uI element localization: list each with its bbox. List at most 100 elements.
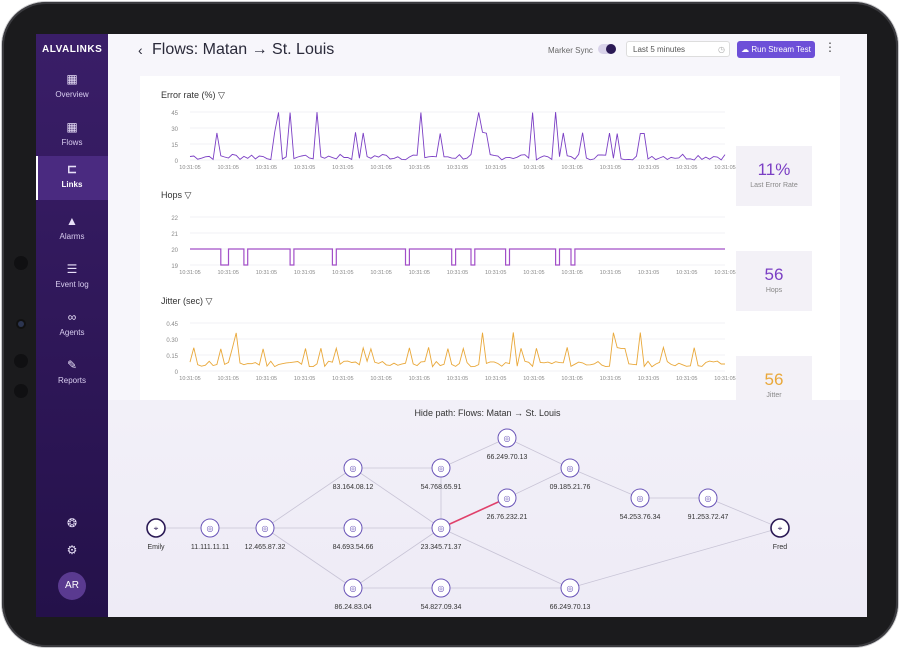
location-pin-icon: ⌖ — [778, 524, 783, 533]
nav-item-alarms[interactable]: ▲ Alarms — [36, 208, 108, 252]
filter-icon[interactable]: ▽ — [184, 190, 192, 200]
app-screen: ALVALINKS ▦ Overview ▦ Flows ⊏ Links ▲ Alarm… — [36, 34, 867, 617]
x-tick-label: 10:31:05 — [218, 270, 239, 276]
link-edge[interactable] — [440, 437, 508, 469]
router-icon: ◎ — [350, 524, 357, 533]
link-edge[interactable] — [264, 467, 354, 529]
link-edge[interactable] — [440, 527, 571, 589]
router-icon: ◎ — [637, 494, 644, 503]
hop-node[interactable] — [497, 488, 517, 508]
path-panel: Hide path: Flows: Matan → St. Louis ⌖ Emi… — [108, 400, 867, 617]
hop-node[interactable] — [343, 458, 363, 478]
x-tick-label: 10:31:05 — [561, 165, 582, 171]
filter-icon[interactable]: ▽ — [218, 90, 225, 100]
stat-label: Last Error Rate — [750, 182, 798, 189]
x-tick-label: 10:31:05 — [332, 270, 353, 276]
link-edge[interactable] — [569, 527, 781, 589]
front-camera — [18, 321, 24, 327]
hide-path-toggle[interactable]: Hide path: Flows: Matan → St. Louis — [108, 408, 867, 418]
router-icon: ◎ — [207, 524, 214, 533]
x-tick-label: 10:31:05 — [638, 165, 659, 171]
camera-dot — [14, 256, 28, 270]
arrow-right-icon: → — [514, 408, 523, 418]
hop-node[interactable] — [431, 458, 451, 478]
nav-item-links[interactable]: ⊏ Links — [36, 156, 108, 200]
nav-item-overview[interactable]: ▦ Overview — [36, 66, 108, 110]
alarm-link-edge[interactable] — [440, 497, 508, 529]
nav-item-agents[interactable]: ∞ Agents — [36, 304, 108, 348]
link-edge[interactable] — [707, 497, 781, 529]
hop-node[interactable] — [698, 488, 718, 508]
title-to: St. Louis — [272, 41, 335, 58]
link-edge[interactable] — [352, 527, 442, 589]
nav-label: Links — [61, 180, 83, 189]
y-tick-label: 0 — [175, 159, 179, 165]
path-graph: ⌖ Emily ◎ 11.111.11.11 ◎ 12.465.87.32 ◎ 83.164.… — [146, 428, 790, 611]
stat-value: 56 — [764, 370, 784, 389]
cloud-icon: ☁ — [741, 45, 750, 54]
infinity-icon: ∞ — [67, 310, 77, 324]
hop-node[interactable] — [560, 458, 580, 478]
nav-item-event-log[interactable]: ☰ Event log — [36, 256, 108, 300]
run-stream-test-button[interactable]: ☁ Run Stream Test — [737, 41, 815, 58]
x-tick-label: 10:31:05 — [523, 165, 544, 171]
x-tick-label: 10:31:05 — [561, 270, 582, 276]
hop-node[interactable] — [343, 518, 363, 538]
node-label: 83.164.08.12 — [333, 484, 374, 491]
link-edge[interactable] — [264, 527, 354, 589]
toggle-knob — [606, 44, 616, 54]
hop-node[interactable] — [560, 578, 580, 598]
router-icon: ◎ — [567, 464, 574, 473]
y-tick-label: 19 — [171, 264, 178, 270]
x-tick-label: 10:31:05 — [676, 376, 697, 382]
path-header-to: St. Louis — [525, 408, 561, 418]
link-edge[interactable] — [352, 467, 442, 529]
link-edge[interactable] — [506, 437, 571, 469]
more-options-icon[interactable]: ⋮ — [824, 40, 836, 54]
node-label: 09.185.21.76 — [550, 484, 591, 491]
router-icon: ◎ — [438, 464, 445, 473]
hop-node[interactable] — [431, 518, 451, 538]
y-tick-label: 22 — [171, 216, 178, 222]
link-edge[interactable] — [569, 467, 641, 499]
integrations-icon[interactable]: ❂ — [66, 516, 78, 530]
hop-node[interactable] — [431, 578, 451, 598]
nav-label: Agents — [59, 328, 85, 337]
hop-node[interactable] — [200, 518, 220, 538]
link-edge[interactable] — [506, 467, 571, 499]
hop-node[interactable] — [343, 578, 363, 598]
node-label: 54.253.76.34 — [620, 514, 661, 521]
router-icon: ◎ — [504, 434, 511, 443]
x-tick-label: 10:31:05 — [409, 165, 430, 171]
x-tick-label: 10:31:05 — [676, 270, 697, 276]
hop-node[interactable] — [630, 488, 650, 508]
filter-icon[interactable]: ▽ — [205, 296, 213, 306]
marker-sync-toggle[interactable] — [598, 44, 616, 54]
nav-label: Alarms — [59, 232, 85, 241]
x-tick-label: 10:31:05 — [447, 376, 468, 382]
back-chevron-icon[interactable]: ‹ — [138, 42, 143, 58]
gear-icon[interactable]: ⚙ — [66, 543, 78, 557]
time-range-select[interactable]: Last 5 minutes ◷ — [626, 41, 730, 57]
error-chart-title: Error rate (%) ▽ — [161, 90, 225, 101]
x-tick-label: 10:31:05 — [714, 165, 735, 171]
node-label: 26.76.232.21 — [487, 514, 528, 521]
page-title: Flows: Matan → St. Louis — [152, 41, 334, 59]
y-tick-label: 45 — [171, 111, 178, 117]
node-label: 54.768.65.91 — [421, 484, 462, 491]
endpoint-node[interactable] — [770, 518, 790, 538]
hop-node[interactable] — [255, 518, 275, 538]
warning-icon: ▲ — [66, 214, 78, 228]
avatar[interactable]: AR — [58, 572, 86, 600]
nav-item-flows[interactable]: ▦ Flows — [36, 114, 108, 158]
router-icon: ◎ — [438, 584, 445, 593]
x-tick-label: 10:31:05 — [485, 270, 506, 276]
nav-item-reports[interactable]: ✎ Reports — [36, 352, 108, 396]
stat-value: 56 — [764, 265, 784, 284]
endpoint-node[interactable] — [146, 518, 166, 538]
run-button-label: Run Stream Test — [751, 45, 811, 54]
hop-node[interactable] — [497, 428, 517, 448]
x-tick-label: 10:31:05 — [256, 376, 277, 382]
node-label: 66.249.70.13 — [550, 604, 591, 611]
stat-value: 11% — [757, 160, 791, 179]
